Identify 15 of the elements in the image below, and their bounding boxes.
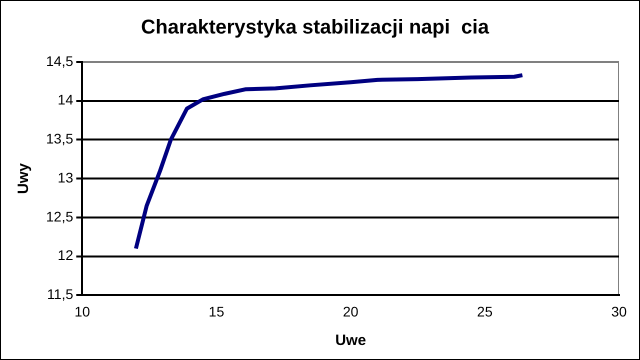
- y-tick-label: 13: [58, 169, 74, 186]
- x-tick-label: 10: [74, 303, 90, 320]
- y-tick-label: 13,5: [46, 130, 74, 147]
- x-tick-label: 15: [208, 303, 224, 320]
- x-tick-label: 25: [477, 303, 493, 320]
- y-tick-label: 14,5: [46, 52, 74, 69]
- y-tick-label: 14: [58, 92, 74, 108]
- x-axis-title: Uwe: [335, 332, 366, 350]
- chart-title: Charakterystyka stabilizacji napi cia: [141, 16, 490, 39]
- y-tick-label: 12,5: [46, 208, 74, 224]
- y-tick-label: 11,5: [47, 286, 74, 302]
- y-tick-label: 12: [58, 247, 74, 264]
- x-tick-label: 30: [611, 303, 627, 320]
- y-axis-title: Uwy: [15, 162, 32, 194]
- x-tick-label: 20: [342, 303, 359, 320]
